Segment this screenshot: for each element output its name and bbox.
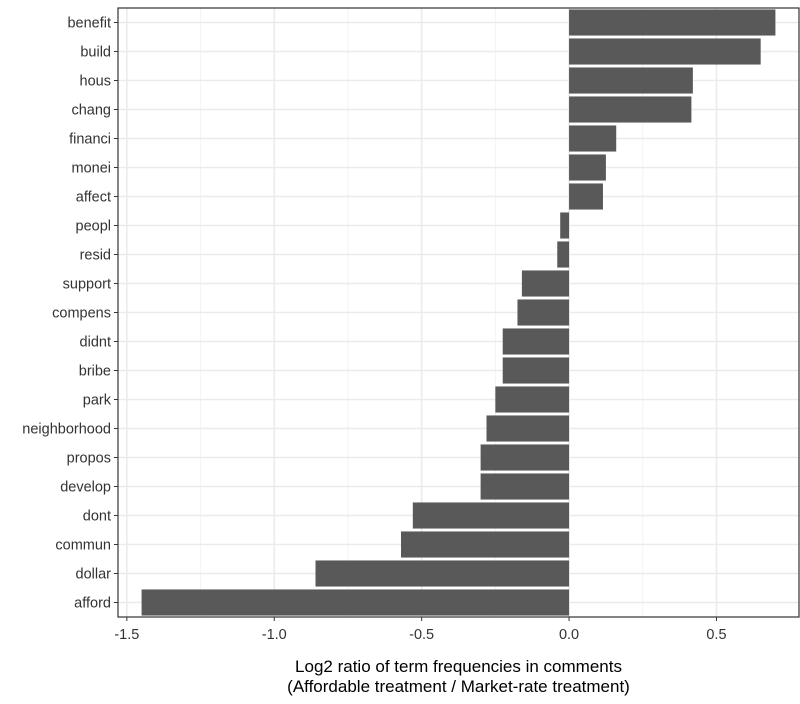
bar-didnt <box>502 328 570 355</box>
y-tick-label: commun <box>55 538 111 554</box>
y-tick-label: chang <box>71 103 111 119</box>
y-tick-label: didnt <box>80 335 111 351</box>
bar-hous <box>569 67 693 94</box>
y-tick-label: financi <box>69 132 111 148</box>
x-tick-label: -0.5 <box>409 627 434 643</box>
bar-affect <box>569 183 603 210</box>
bar-compens <box>517 299 570 326</box>
y-tick-label: neighborhood <box>22 422 111 438</box>
y-tick-label: benefit <box>67 16 111 32</box>
bar-peopl <box>560 212 570 239</box>
x-tick-label: 0.0 <box>559 627 579 643</box>
x-axis-title: Log2 ratio of term frequencies in commen… <box>295 657 622 676</box>
y-tick-label: dollar <box>76 567 112 583</box>
y-tick-label: build <box>80 45 111 61</box>
bar-park <box>495 386 570 413</box>
bar-dont <box>412 502 570 529</box>
y-tick-label: afford <box>74 596 111 612</box>
y-tick-label: monei <box>72 161 112 177</box>
bar-benefit <box>569 9 776 36</box>
bar-support <box>521 270 570 297</box>
y-tick-label: dont <box>83 509 111 525</box>
y-tick-label: peopl <box>76 219 111 235</box>
bars-layer <box>141 9 776 616</box>
y-tick-label: affect <box>76 190 111 206</box>
bar-build <box>569 38 761 65</box>
bar-propos <box>480 444 570 471</box>
y-axis: benefit build hous chang financi monei affect p… <box>22 16 118 612</box>
bar-afford <box>141 589 570 616</box>
y-tick-label: compens <box>52 306 111 322</box>
grid-layer <box>118 8 799 617</box>
bar-bribe <box>502 357 570 384</box>
x-axis: -1.5 -1.0 -0.5 0.0 0.5 <box>114 617 727 643</box>
x-tick-label: 0.5 <box>706 627 726 643</box>
bar-neighborhood <box>486 415 570 442</box>
y-tick-label: hous <box>80 74 111 90</box>
bar-resid <box>557 241 570 268</box>
x-tick-label: -1.5 <box>114 627 139 643</box>
y-tick-label: bribe <box>79 364 111 380</box>
bar-monei <box>569 154 606 181</box>
bar-chang <box>569 96 692 123</box>
bar-financi <box>569 125 617 152</box>
x-axis-title-line2: (Affordable treatment / Market-rate trea… <box>287 677 630 696</box>
bar-commun <box>401 531 570 558</box>
x-tick-label: -1.0 <box>262 627 287 643</box>
y-tick-label: park <box>83 393 112 409</box>
y-tick-label: propos <box>67 451 111 467</box>
y-tick-label: support <box>63 277 111 293</box>
y-tick-label: resid <box>80 248 111 264</box>
bar-develop <box>480 473 570 500</box>
bar-dollar <box>315 560 570 587</box>
y-tick-label: develop <box>60 480 111 496</box>
